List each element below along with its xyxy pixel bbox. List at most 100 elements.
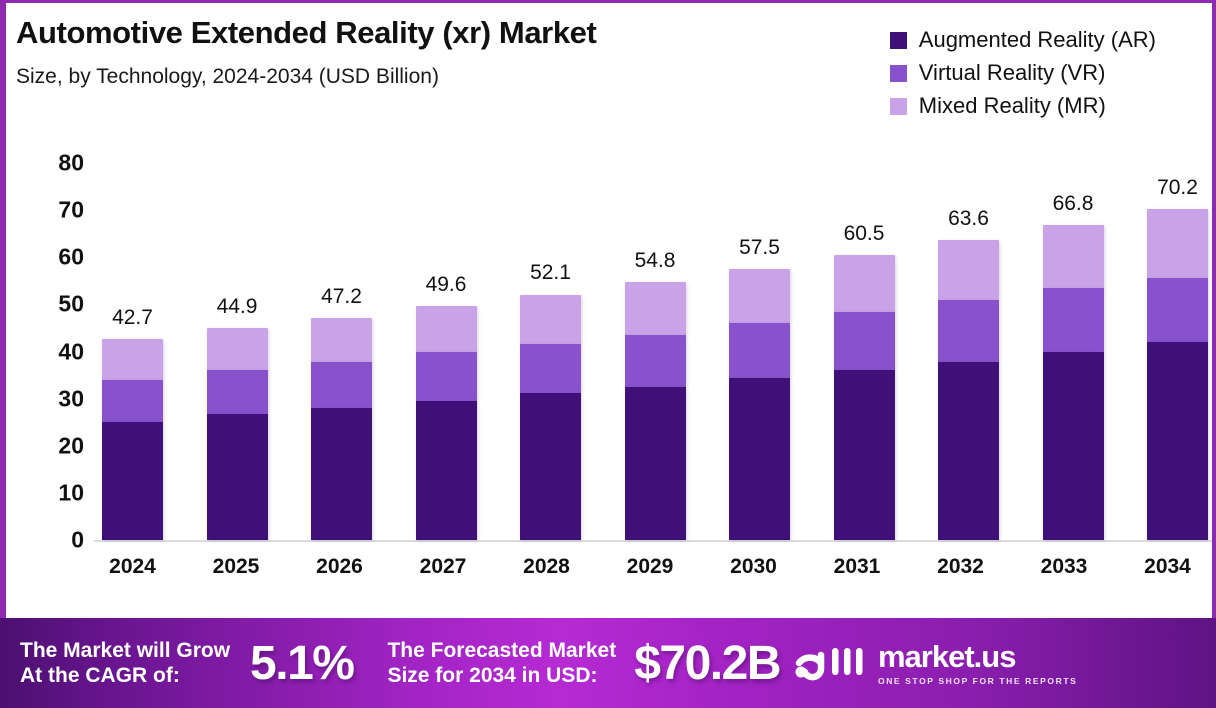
- forecast-label: The Forecasted Market Size for 2034 in U…: [387, 638, 616, 688]
- bar-segment-mr[interactable]: [311, 317, 372, 363]
- header: Automotive Extended Reality (xr) Market …: [16, 15, 597, 89]
- bar-segment-mr[interactable]: [415, 306, 477, 353]
- y-axis-tick: 50: [58, 290, 84, 317]
- x-axis-tick: 2024: [109, 555, 156, 578]
- bar-segment-ar[interactable]: [520, 393, 581, 540]
- market-us-logo-icon: [794, 641, 868, 686]
- bar-segment-mr[interactable]: [833, 254, 895, 312]
- x-axis-tick: 2030: [730, 555, 777, 578]
- y-axis-tick: 40: [58, 338, 84, 364]
- legend-item[interactable]: Virtual Reality (VR): [889, 60, 1156, 86]
- bar-group[interactable]: 63.6: [938, 163, 999, 540]
- bar-group[interactable]: 49.6: [415, 163, 477, 540]
- legend-swatch-mr: [889, 97, 907, 115]
- bar-segment-mr[interactable]: [1042, 225, 1104, 288]
- x-axis-tick: 2029: [626, 555, 674, 578]
- bar-segment-mr[interactable]: [520, 294, 581, 344]
- cagr-label-line2: At the CAGR of:: [20, 664, 180, 687]
- bar-segment-mr[interactable]: [938, 240, 999, 301]
- bar-total-label: 57.5: [739, 236, 780, 260]
- y-axis-tick: 0: [71, 526, 84, 553]
- bar-segment-ar[interactable]: [938, 362, 999, 540]
- x-axis-tick: 2031: [833, 555, 881, 578]
- bar-total-label: 47.2: [321, 284, 362, 308]
- legend-item-label: Augmented Reality (AR): [918, 27, 1156, 52]
- forecast-label-line1: The Forecasted Market: [387, 638, 617, 662]
- legend-item[interactable]: Mixed Reality (MR): [889, 93, 1156, 119]
- bar-total-label: 54.8: [634, 248, 676, 272]
- y-axis-tick: 30: [58, 385, 84, 412]
- bar-series-container: 42.7 44.9 47.2 49.6 52.1 54.8 57.5 60.5 63.6 66.8…: [102, 163, 1208, 540]
- bar-group[interactable]: 52.1: [520, 163, 581, 540]
- x-axis-tick: 2027: [419, 555, 467, 578]
- bar-segment-mr[interactable]: [1147, 209, 1208, 278]
- bar-group[interactable]: 57.5: [729, 163, 790, 540]
- bar-segment-vr[interactable]: [102, 379, 163, 423]
- brand-tagline: ONE STOP SHOP FOR THE REPORTS: [877, 675, 1078, 686]
- bar-segment-vr[interactable]: [415, 352, 477, 401]
- x-axis-tick: 2026: [316, 555, 363, 578]
- bar-segment-vr[interactable]: [311, 362, 372, 408]
- legend-swatch-vr: [889, 64, 907, 82]
- cagr-label-line1: The Market will Grow: [20, 638, 231, 662]
- bar-total-label: 63.6: [948, 207, 989, 231]
- bar-total-label: 42.7: [112, 305, 153, 329]
- bar-group[interactable]: 47.2: [311, 163, 372, 540]
- bar-segment-ar[interactable]: [311, 407, 372, 540]
- bar-segment-mr[interactable]: [729, 269, 790, 323]
- forecast-label-line2: Size for 2034 in USD:: [387, 664, 598, 687]
- bar-segment-mr[interactable]: [624, 281, 686, 335]
- bar-total-label: 52.1: [530, 261, 571, 285]
- footer-banner: The Market will Grow At the CAGR of: 5.1…: [0, 618, 1216, 708]
- bar-segment-vr[interactable]: [938, 300, 999, 363]
- y-axis-tick: 60: [58, 243, 84, 270]
- bar-segment-ar[interactable]: [1042, 351, 1104, 540]
- bar-total-label: 70.2: [1157, 176, 1198, 200]
- bar-group[interactable]: 70.2: [1147, 163, 1208, 540]
- bar-segment-ar[interactable]: [729, 378, 790, 540]
- brand-name: market.us: [877, 638, 1016, 674]
- bar-group[interactable]: 44.9: [206, 163, 268, 540]
- bar-total-label: 49.6: [425, 273, 467, 297]
- bar-group[interactable]: 60.5: [833, 163, 895, 540]
- cagr-label: The Market will Grow At the CAGR of:: [20, 638, 230, 688]
- y-axis: 0 10 20 30 40 50 60 70 80: [6, 150, 94, 563]
- legend-item[interactable]: Augmented Reality (AR): [889, 27, 1156, 53]
- bar-segment-ar[interactable]: [1147, 342, 1208, 540]
- bar-segment-mr[interactable]: [102, 338, 163, 380]
- x-axis-tick: 2034: [1144, 555, 1191, 578]
- bar-group[interactable]: 42.7: [102, 163, 163, 540]
- bar-segment-ar[interactable]: [833, 370, 895, 540]
- bar-total-label: 66.8: [1052, 192, 1094, 216]
- legend-swatch-ar: [889, 31, 907, 49]
- forecast-value: $70.2B: [634, 636, 781, 690]
- bar-segment-vr[interactable]: [833, 311, 895, 371]
- page-title: Automotive Extended Reality (xr) Market: [16, 15, 597, 50]
- bar-group[interactable]: 66.8: [1042, 163, 1104, 540]
- x-axis-tick: 2025: [212, 555, 260, 578]
- y-axis-tick: 20: [58, 432, 84, 459]
- bar-total-label: 60.5: [843, 221, 885, 245]
- x-axis-tick: 2028: [523, 555, 570, 578]
- bar-segment-vr[interactable]: [1147, 278, 1208, 343]
- bar-group[interactable]: 54.8: [624, 163, 686, 540]
- bar-segment-ar[interactable]: [102, 422, 163, 540]
- bar-segment-ar[interactable]: [624, 387, 686, 540]
- y-axis-tick: 80: [58, 149, 84, 176]
- brand-text: market.us ONE STOP SHOP FOR THE REPORTS: [878, 641, 1077, 686]
- y-axis-tick: 70: [58, 196, 84, 223]
- x-axis: 2024 2025 2026 2027 2028 2029 2030 2031 2032 2033…: [102, 555, 1198, 595]
- bar-segment-vr[interactable]: [520, 343, 581, 394]
- x-axis-tick: 2033: [1040, 555, 1088, 578]
- bar-segment-vr[interactable]: [624, 334, 686, 388]
- bar-segment-ar[interactable]: [206, 413, 268, 540]
- bar-segment-vr[interactable]: [729, 322, 790, 379]
- bar-segment-vr[interactable]: [206, 370, 268, 414]
- chart-legend: Augmented Reality (AR) Virtual Reality (V…: [889, 27, 1156, 119]
- bar-segment-vr[interactable]: [1042, 287, 1104, 352]
- bar-segment-mr[interactable]: [206, 328, 268, 371]
- bar-segment-ar[interactable]: [415, 400, 477, 540]
- chart-plot-area: 0 10 20 30 40 50 60 70 80 42.7 44.9 47.2 49.6 52.1 54…: [6, 150, 1216, 563]
- brand-logo[interactable]: market.us ONE STOP SHOP FOR THE REPORTS: [794, 641, 1077, 686]
